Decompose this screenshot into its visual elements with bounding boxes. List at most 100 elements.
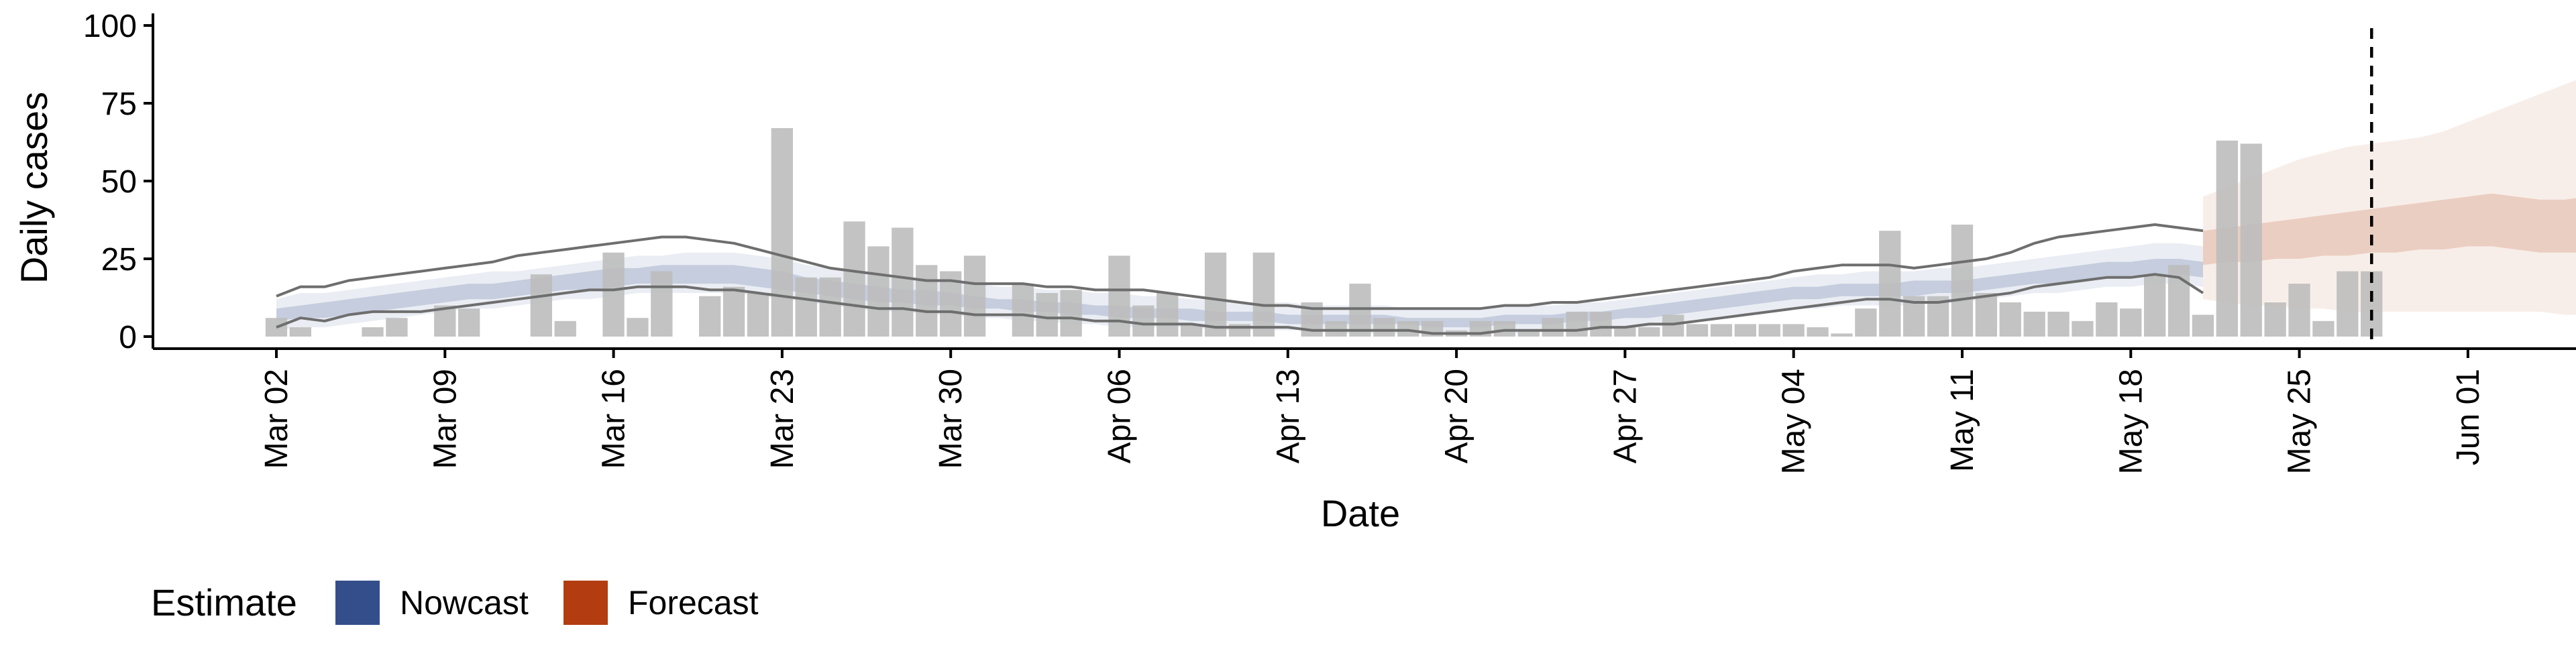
bar-may-18 — [2120, 308, 2142, 337]
bar-apr-27 — [1614, 327, 1636, 337]
bar-may-23 — [2240, 143, 2262, 337]
bar-mar-20 — [699, 296, 721, 337]
bar-mar-13 — [530, 274, 552, 337]
legend-title: Estimate — [151, 581, 297, 624]
legend-swatch-forecast — [564, 581, 608, 625]
bar-may-06 — [1831, 333, 1853, 337]
y-tick-label: 0 — [119, 320, 137, 355]
bar-mar-28 — [892, 227, 914, 337]
y-tick-label: 100 — [83, 9, 137, 44]
bar-may-13 — [1999, 302, 2021, 337]
bar-may-15 — [2047, 311, 2070, 337]
bar-apr-09 — [1181, 324, 1203, 337]
bar-mar-26 — [843, 221, 865, 337]
bar-apr-17 — [1373, 318, 1395, 337]
bar-may-04 — [1782, 324, 1805, 337]
bar-mar-14 — [554, 320, 576, 337]
x-axis-title: Date — [1321, 492, 1400, 534]
band-layer — [276, 80, 2576, 334]
x-tick-label: Mar 16 — [596, 369, 632, 469]
bar-may-03 — [1758, 324, 1780, 337]
bar-apr-07 — [1132, 305, 1155, 337]
y-tick-label: 50 — [101, 164, 137, 200]
bar-mar-21 — [722, 286, 745, 337]
bar-apr-24 — [1542, 318, 1564, 337]
bar-mar-10 — [458, 308, 480, 337]
bar-mar-29 — [916, 265, 938, 337]
nowcast-inner-band — [276, 259, 2203, 328]
bar-apr-28 — [1638, 327, 1660, 337]
lower-bound-line — [276, 273, 2204, 335]
x-tick-label: May 18 — [2113, 369, 2149, 474]
bar-apr-02 — [1012, 284, 1034, 337]
bar-may-01 — [1710, 324, 1733, 337]
bar-may-17 — [2096, 302, 2118, 337]
legend-label-forecast: Forecast — [628, 584, 759, 622]
bar-mar-03 — [289, 327, 311, 337]
bar-mar-17 — [627, 318, 649, 337]
bar-mar-31 — [963, 255, 986, 337]
bars-layer — [265, 128, 2383, 337]
legend: Estimate Nowcast Forecast — [151, 581, 759, 625]
bar-may-27 — [2337, 271, 2359, 337]
bar-apr-06 — [1108, 255, 1130, 337]
nowcast-outer-band — [276, 243, 2203, 334]
bar-apr-23 — [1517, 330, 1540, 337]
bar-mar-02 — [265, 318, 288, 337]
forecast-outer-band — [2203, 80, 2576, 315]
bar-apr-22 — [1493, 320, 1515, 337]
bar-may-11 — [1951, 225, 1974, 337]
bar-may-19 — [2144, 274, 2166, 337]
bar-may-16 — [2072, 320, 2094, 337]
x-tick-label: May 25 — [2282, 369, 2318, 474]
bar-may-08 — [1879, 231, 1901, 337]
bar-mar-16 — [602, 252, 625, 337]
bar-may-07 — [1855, 308, 1877, 337]
bar-apr-18 — [1397, 320, 1419, 337]
x-tick-label: Jun 01 — [2451, 369, 2486, 465]
bar-apr-29 — [1662, 314, 1684, 337]
legend-label-nowcast: Nowcast — [400, 584, 529, 622]
bar-may-25 — [2288, 284, 2310, 337]
bar-apr-25 — [1566, 311, 1588, 337]
bar-may-22 — [2216, 140, 2238, 337]
bound-lines-layer — [276, 223, 2204, 335]
bar-apr-30 — [1686, 324, 1709, 337]
x-tick-label: Apr 13 — [1271, 369, 1306, 463]
bar-apr-26 — [1590, 311, 1612, 337]
bar-apr-15 — [1325, 320, 1347, 337]
x-tick-label: May 11 — [1945, 369, 1980, 472]
bar-apr-08 — [1157, 293, 1179, 337]
x-tick-label: Mar 09 — [427, 369, 463, 469]
bar-may-12 — [1975, 293, 1997, 337]
x-tick-label: Mar 02 — [259, 369, 294, 469]
y-tick-label: 25 — [101, 242, 137, 278]
bar-may-26 — [2312, 320, 2334, 337]
bar-mar-18 — [651, 271, 673, 337]
x-tick-label: Apr 06 — [1102, 369, 1138, 463]
bar-may-05 — [1807, 327, 1829, 337]
legend-swatch-nowcast — [335, 581, 380, 625]
x-tick-label: Apr 27 — [1607, 369, 1643, 463]
bar-apr-12 — [1252, 252, 1275, 337]
bar-mar-07 — [386, 318, 408, 337]
bar-mar-22 — [747, 293, 769, 337]
bar-may-14 — [2023, 311, 2045, 337]
bar-apr-16 — [1349, 284, 1371, 337]
bar-apr-03 — [1036, 293, 1058, 337]
bar-may-02 — [1734, 324, 1756, 337]
bar-mar-23 — [771, 128, 793, 337]
y-axis-title: Daily cases — [13, 92, 55, 284]
bar-mar-25 — [819, 277, 841, 337]
bar-mar-06 — [362, 327, 384, 337]
x-tick-label: Apr 20 — [1439, 369, 1474, 463]
bar-apr-10 — [1204, 252, 1227, 337]
bar-mar-24 — [795, 277, 817, 337]
bar-apr-04 — [1060, 290, 1082, 337]
bar-may-21 — [2192, 314, 2214, 337]
bar-mar-27 — [867, 246, 890, 337]
x-tick-label: Mar 23 — [765, 369, 800, 469]
x-tick-label: Mar 30 — [933, 369, 969, 469]
